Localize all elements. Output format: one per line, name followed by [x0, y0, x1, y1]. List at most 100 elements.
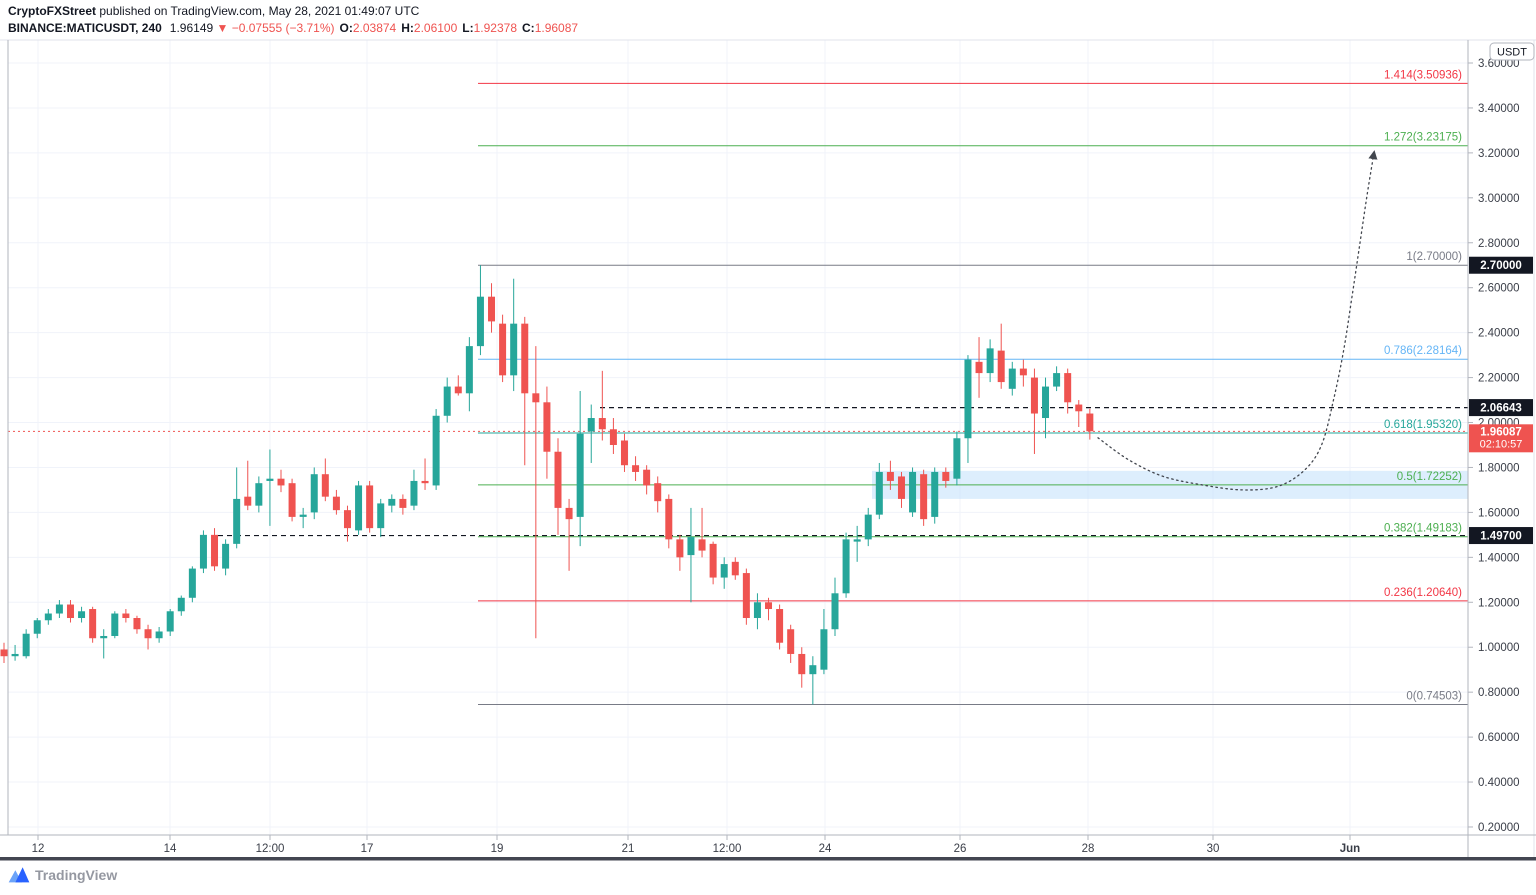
candle: [765, 597, 773, 621]
candle-body: [787, 629, 795, 654]
candle-body: [222, 543, 230, 569]
time-tick-label: 12: [32, 843, 45, 855]
candle: [100, 629, 108, 659]
candle-body: [377, 503, 385, 529]
candle-body: [89, 609, 97, 639]
candle: [266, 449, 274, 526]
time-axis[interactable]: 12 14 12:00 17 19 21 12:00 24 26 28 30 Jun: [32, 835, 1361, 855]
candle: [465, 337, 473, 412]
candle: [698, 507, 706, 558]
candle: [343, 505, 351, 542]
candle: [676, 534, 684, 571]
candle-body: [720, 564, 728, 578]
candle: [1008, 361, 1016, 396]
candle: [842, 532, 850, 598]
time-tick-label: 12:00: [713, 843, 742, 855]
fib-label-0.236: 0.236(1.20640): [1384, 587, 1462, 599]
candlestick-series: [0, 265, 1094, 705]
candle: [366, 480, 374, 533]
low-label: L:: [462, 21, 474, 35]
candle-body: [177, 597, 185, 612]
candle-body: [1075, 404, 1083, 412]
candle: [144, 624, 152, 650]
candle-body: [144, 629, 152, 639]
last-price: 1.96149: [169, 21, 214, 35]
candle-body: [465, 346, 473, 394]
candle-body: [355, 485, 363, 531]
candle: [632, 456, 640, 481]
time-tick-label: 12:00: [256, 843, 285, 855]
candle: [643, 465, 651, 495]
candle: [1042, 377, 1050, 439]
price-tick-label: 1.20000: [1478, 597, 1520, 609]
close-value: 1.96087: [534, 21, 579, 35]
time-tick-label: 28: [1082, 843, 1095, 855]
candle-body: [443, 386, 451, 416]
candle-body: [565, 507, 573, 520]
candle-body: [532, 393, 540, 403]
candle-body: [1053, 373, 1061, 387]
open-label: O:: [339, 21, 353, 35]
candle-body: [909, 471, 917, 513]
fib-label-0.5: 0.5(1.72252): [1397, 471, 1462, 483]
price-tick-label: 3.60000: [1478, 58, 1520, 70]
candle-body: [510, 323, 518, 376]
candle: [122, 609, 130, 623]
tradingview-attribution: TradingView: [8, 866, 117, 883]
publish-line: CryptoFXStreet published on TradingView.…: [8, 3, 578, 19]
tradingview-brand-text: TradingView: [35, 866, 118, 883]
candle: [211, 528, 219, 571]
candle-body: [211, 534, 219, 567]
candle-body: [488, 296, 496, 322]
candle: [654, 476, 662, 513]
grid-lines: [8, 40, 1468, 835]
candle-body: [986, 348, 994, 374]
price-tick-label: 0.60000: [1478, 732, 1520, 744]
candle: [1019, 359, 1027, 387]
price-tick-label: 3.20000: [1478, 148, 1520, 160]
countdown-timer: 02:10:57: [1480, 438, 1523, 450]
time-tick-label: 14: [164, 843, 177, 855]
candle: [332, 489, 340, 515]
candle-body: [632, 465, 640, 472]
candle-body: [388, 498, 396, 506]
price-tick-label: 2.60000: [1478, 283, 1520, 295]
price-tick-label: 0.80000: [1478, 687, 1520, 699]
candle: [864, 507, 872, 547]
candle: [909, 467, 917, 517]
candle-body: [266, 478, 274, 481]
price-tick-label: 3.00000: [1478, 193, 1520, 205]
candle-body: [122, 613, 130, 619]
candle-body: [709, 543, 717, 578]
candle: [742, 568, 750, 625]
candle-body: [22, 633, 30, 657]
low-value: 1.92378: [473, 21, 518, 35]
candle-body: [244, 496, 252, 506]
candle-body: [0, 649, 8, 657]
fib-label-1.272: 1.272(3.23175): [1384, 132, 1462, 144]
candle-body: [809, 665, 817, 675]
candle: [55, 600, 63, 619]
candle: [321, 458, 329, 502]
candle-body: [343, 510, 351, 529]
candle: [33, 618, 41, 639]
candle: [377, 498, 385, 538]
candle: [133, 615, 141, 634]
candle-body: [55, 604, 63, 614]
candle-body: [842, 539, 850, 594]
candle: [609, 418, 617, 454]
candle-body: [997, 350, 1005, 383]
candle: [753, 593, 761, 630]
price-flag: 2.06643: [1469, 399, 1533, 417]
candle: [410, 469, 418, 511]
candle-body: [33, 620, 41, 634]
price-axis[interactable]: 3.60000 3.40000 3.20000 3.00000 2.80000 2.600…: [1468, 42, 1535, 834]
candle-body: [299, 514, 307, 517]
candle: [199, 530, 207, 574]
candle: [1086, 408, 1094, 440]
candle-body: [731, 561, 739, 576]
currency-badge[interactable]: [1489, 42, 1535, 61]
symbol-title: BINANCE:MATICUSDT, 240: [8, 21, 162, 35]
candle-body: [853, 539, 861, 542]
